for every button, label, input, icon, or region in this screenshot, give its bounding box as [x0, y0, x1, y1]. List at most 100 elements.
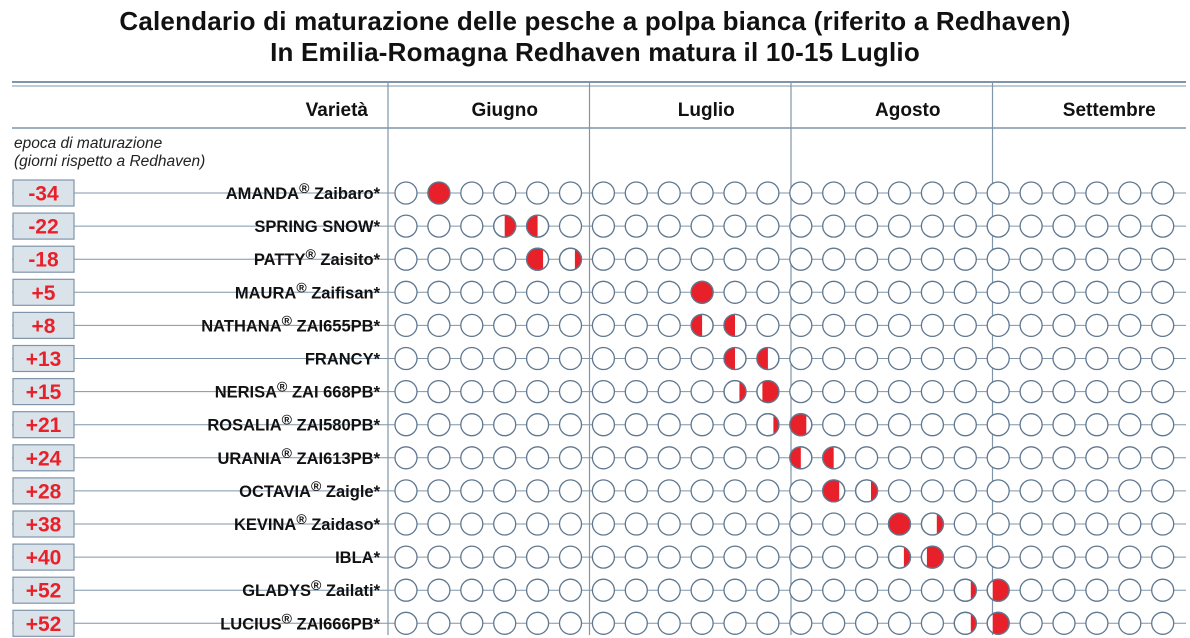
period-circle — [822, 578, 846, 602]
period-circle — [1019, 413, 1043, 437]
period-circle — [493, 346, 517, 371]
period-circle — [1085, 280, 1109, 304]
period-circle — [789, 247, 813, 271]
period-circle — [624, 346, 648, 371]
period-circle — [756, 578, 780, 602]
period-circle — [920, 479, 945, 503]
variety-name-main: GLADYS — [242, 582, 311, 600]
period-circle — [657, 545, 681, 569]
period-circle — [624, 578, 648, 602]
period-circle — [1085, 247, 1109, 271]
period-circle — [624, 413, 648, 437]
period-circle — [460, 413, 484, 437]
period-circle — [525, 181, 550, 205]
offset-value: +24 — [26, 447, 62, 470]
variety-code: ZAI580PB* — [292, 417, 381, 435]
period-circle — [1085, 379, 1109, 404]
period-circle — [690, 346, 714, 371]
period-circle — [1052, 446, 1076, 470]
ripening-mark-outline — [822, 446, 846, 470]
period-circle — [394, 346, 418, 371]
period-circle — [460, 181, 484, 205]
period-circle — [756, 479, 780, 503]
period-circle — [394, 181, 418, 205]
ripening-mark-outline — [887, 545, 912, 569]
period-circle — [525, 346, 550, 371]
period-circle — [427, 247, 451, 271]
chart-rows: -34 AMANDA® Zaibaro*-22 SPRING SNOW*-18 PAT… — [12, 179, 1186, 637]
period-circle — [624, 181, 648, 205]
period-circle — [657, 578, 681, 602]
period-circle — [460, 346, 484, 371]
offset-value: -34 — [28, 183, 59, 206]
period-circle — [1019, 247, 1043, 271]
period-circle — [525, 578, 550, 602]
ripening-mark — [724, 347, 735, 370]
period-circle — [887, 181, 912, 205]
period-circle — [558, 479, 583, 503]
period-circle — [887, 611, 912, 635]
period-circle — [460, 379, 484, 404]
period-circle — [657, 446, 681, 470]
period-circle — [493, 611, 517, 635]
period-circle — [986, 181, 1010, 205]
period-circle — [920, 413, 945, 437]
period-circle — [493, 247, 517, 271]
month-label-luglio: Luglio — [678, 100, 735, 121]
variety-code: ZAI655PB* — [292, 317, 381, 335]
period-circle — [953, 214, 977, 238]
period-circle — [394, 280, 418, 304]
period-circle — [887, 578, 912, 602]
offset-value: +5 — [32, 282, 56, 305]
period-circle — [427, 545, 451, 569]
period-circle — [525, 545, 550, 569]
period-circle — [1151, 280, 1175, 304]
variety-row: +52 GLADYS® Zailati* — [12, 576, 1186, 604]
period-circle — [789, 479, 813, 503]
variety-row: +24 URANIA® ZAI613PB* — [12, 444, 1186, 472]
epoch-caption-line-1: epoca di maturazione — [14, 135, 163, 152]
variety-name-main: FRANCY* — [305, 351, 381, 369]
period-circle — [1052, 280, 1076, 304]
period-circle — [1085, 479, 1109, 503]
ripening-mark — [822, 479, 840, 502]
period-circle — [1118, 512, 1142, 536]
period-circle — [953, 413, 977, 437]
period-circle — [1118, 413, 1142, 437]
offset-badge — [12, 212, 75, 240]
period-circle — [624, 512, 648, 536]
offset-badge — [12, 311, 75, 339]
period-circle — [591, 313, 616, 338]
period-circle — [1151, 181, 1175, 205]
period-circle — [690, 611, 714, 635]
period-circle — [525, 479, 550, 503]
variety-name-main: SPRING SNOW* — [254, 218, 380, 236]
period-circle — [427, 512, 451, 536]
offset-badge — [12, 245, 75, 273]
period-circle — [460, 479, 484, 503]
period-circle — [394, 214, 418, 238]
period-circle — [1052, 611, 1076, 635]
period-circle — [624, 313, 648, 338]
period-circle — [460, 214, 484, 238]
period-circle — [558, 446, 583, 470]
period-circle — [1019, 479, 1043, 503]
period-circle — [920, 181, 945, 205]
period-circle — [953, 280, 977, 304]
period-circle — [854, 313, 879, 338]
variety-code: Zaigle* — [321, 483, 380, 501]
period-circle — [591, 545, 616, 569]
period-circle — [1019, 545, 1043, 569]
period-circle — [525, 413, 550, 437]
period-circle — [953, 512, 977, 536]
period-circle — [1118, 247, 1142, 271]
period-circle — [986, 247, 1010, 271]
period-circle — [427, 479, 451, 503]
period-circle — [591, 611, 616, 635]
ripening-mark — [526, 248, 544, 271]
registered-mark: ® — [296, 511, 307, 527]
period-circle — [1118, 214, 1142, 238]
period-circle — [460, 545, 484, 569]
period-circle — [624, 545, 648, 569]
period-circle — [1151, 446, 1175, 470]
